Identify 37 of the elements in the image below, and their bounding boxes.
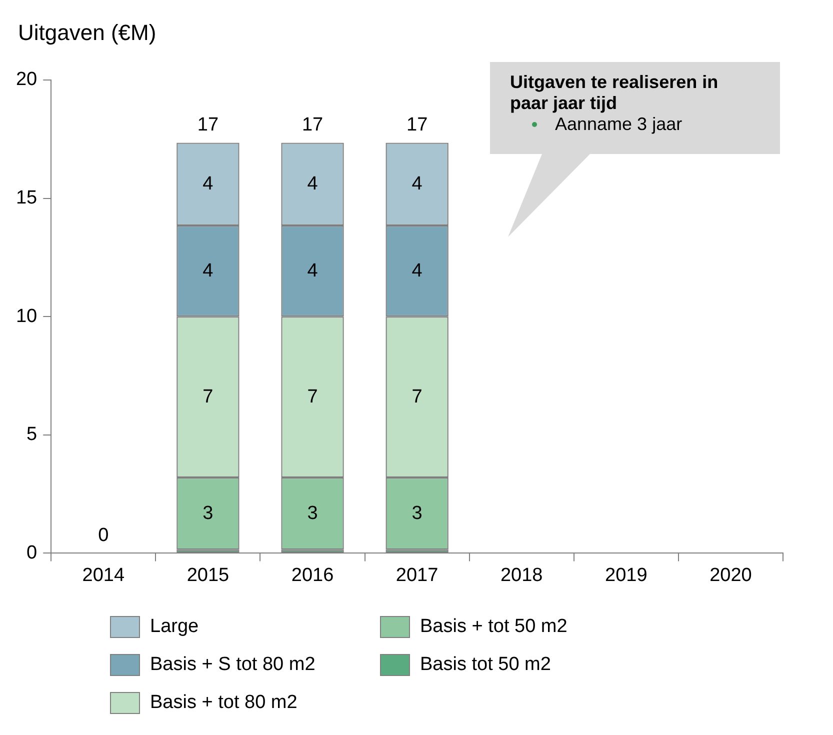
data-label: 7 [412,386,422,408]
annotation: Uitgaven te realiseren in paar jaar tijd [510,72,720,114]
legend-label: Basis + tot 80 m2 [150,692,298,714]
data-label: 7 [307,386,318,408]
x-tick-label: 2016 [291,564,334,586]
x-tick-label: 2019 [605,564,648,586]
x-tick-label: 2014 [82,564,125,586]
legend-label: Basis + S tot 80 m2 [150,654,316,676]
x-tick-label: 2015 [186,564,230,586]
data-label: 3 [202,502,214,524]
x-tick-label: 2020 [710,564,752,586]
legend-label: Basis tot 50 m2 [420,654,551,676]
data-label: 4 [307,173,318,194]
data-label: 3 [412,502,422,524]
data-label: 4 [307,260,318,282]
data-label: 3 [307,502,318,524]
total-label: 17 [197,114,219,136]
total-label: 17 [406,114,428,136]
annotation: Aanname 3 jaar [555,114,682,135]
data-label: 4 [202,260,214,282]
y-tick-label: 20 [16,69,38,90]
x-tick-label: 2017 [396,564,438,586]
total-label: 17 [302,114,324,136]
y-tick-label: 0 [26,542,38,564]
legend-label: Basis + tot 50 m2 [420,616,568,638]
speech-bubble: Uitgaven te realiseren in paar jaar tijd Aanname 3 jaar [490,62,780,237]
x-tick-label: 2018 [500,564,543,586]
y-axis-title: Uitgaven (€M) [18,20,156,46]
y-tick-label: 10 [16,306,38,327]
y-tick-label: 15 [16,188,38,209]
total-label: 0 [98,524,109,546]
legend-label: Large [150,616,199,638]
data-label: 4 [202,173,214,194]
data-label: 4 [412,260,423,282]
data-label: 7 [202,386,214,408]
data-label: 4 [412,173,423,194]
y-tick-label: 5 [26,424,38,446]
